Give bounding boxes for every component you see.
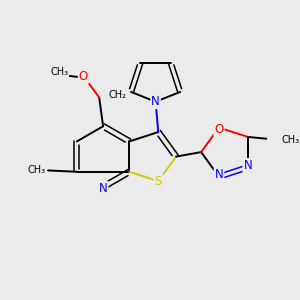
Text: CH₃: CH₃ xyxy=(282,135,300,145)
Text: N: N xyxy=(99,182,107,195)
Text: N: N xyxy=(214,168,224,181)
Text: CH₃: CH₃ xyxy=(27,165,45,176)
Text: N: N xyxy=(151,95,160,108)
Text: CH₃: CH₃ xyxy=(50,68,68,77)
Text: O: O xyxy=(214,123,224,136)
Text: S: S xyxy=(154,175,162,188)
Text: N: N xyxy=(244,159,252,172)
Text: O: O xyxy=(79,70,88,83)
Text: CH₂: CH₂ xyxy=(108,90,126,100)
